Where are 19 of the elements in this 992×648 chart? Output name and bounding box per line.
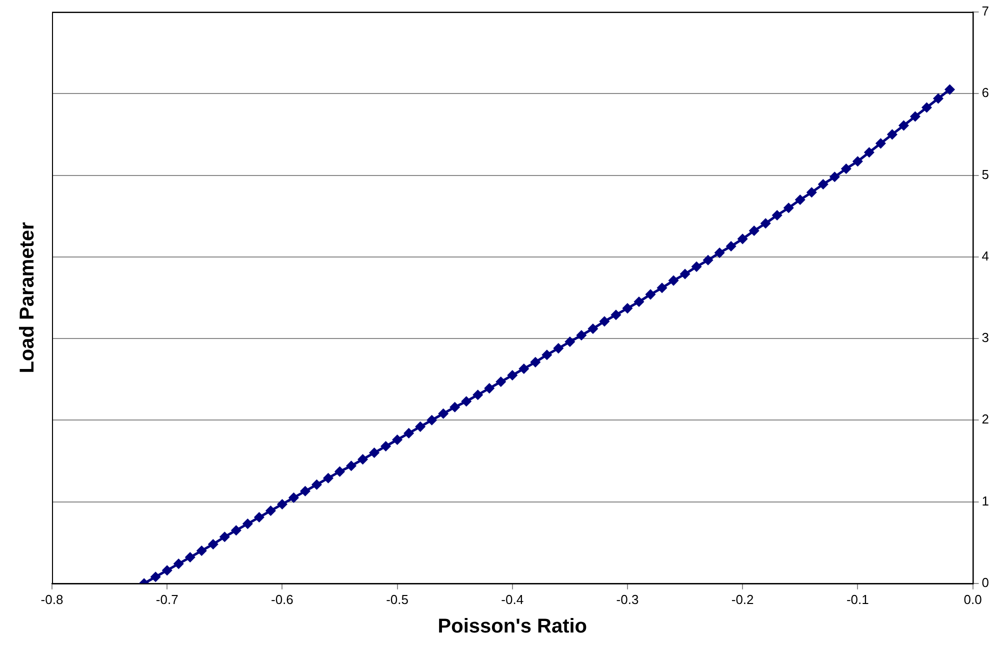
x-tick-label: -0.5	[386, 592, 408, 607]
y-tick-label: 5	[982, 166, 990, 182]
y-tick-label: 4	[982, 248, 990, 264]
y-tick-label: 1	[982, 493, 990, 508]
y-axis-title: Load Parameter	[16, 222, 39, 374]
x-tick-label: 0.0	[964, 592, 982, 607]
x-tick-label: -0.8	[40, 592, 64, 607]
x-tick-label: -0.2	[731, 592, 754, 607]
x-tick-label: -0.6	[270, 592, 294, 607]
x-axis-title: Poisson's Ratio	[438, 616, 587, 638]
y-tick-label: 3	[982, 330, 990, 346]
y-tick-label: 7	[982, 4, 990, 19]
y-tick-label: 6	[982, 85, 990, 100]
y-tick-label: 0	[982, 574, 990, 590]
y-tick-label: 2	[982, 412, 990, 427]
x-tick-label: -0.3	[616, 592, 639, 607]
x-tick-label: -0.4	[501, 592, 524, 607]
x-tick-label: -0.1	[846, 592, 869, 607]
x-tick-label: -0.7	[156, 592, 178, 607]
